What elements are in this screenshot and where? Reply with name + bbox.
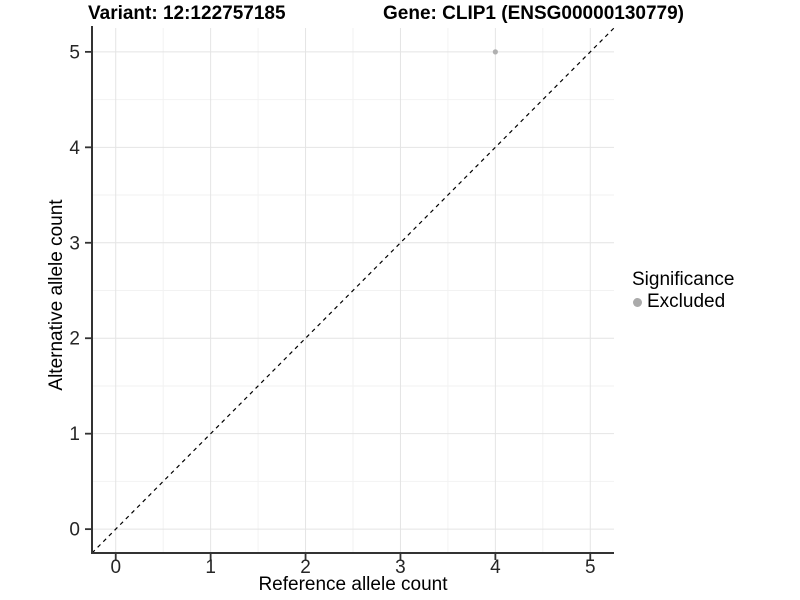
y-tick-label: 2 — [69, 329, 80, 350]
x-tick-label: 5 — [585, 557, 596, 578]
legend-item-label: Excluded — [647, 291, 726, 312]
plot-title-gene: Gene: CLIP1 (ENSG00000130779) — [383, 3, 684, 24]
y-tick-label: 0 — [69, 520, 80, 541]
data-point — [492, 49, 498, 55]
identity-reference-line — [91, 27, 615, 554]
x-axis-title: Reference allele count — [258, 574, 448, 595]
x-tick-label: 1 — [205, 557, 216, 578]
y-axis-title: Alternative allele count — [46, 199, 67, 391]
plot-title-variant: Variant: 12:122757185 — [88, 3, 286, 24]
legend-title: Significance — [632, 269, 735, 290]
legend-item-excluded: Excluded — [632, 291, 734, 313]
x-tick-label: 2 — [300, 557, 311, 578]
legend: Significance Excluded — [632, 268, 734, 313]
x-tick-label: 0 — [110, 557, 121, 578]
x-tick-label: 4 — [490, 557, 501, 578]
y-tick-label: 3 — [69, 233, 80, 254]
excluded-dot-icon — [633, 297, 642, 307]
y-tick-label: 1 — [69, 424, 80, 445]
y-tick-label: 5 — [69, 42, 80, 63]
y-tick-label: 4 — [69, 138, 80, 159]
x-tick-label: 3 — [395, 557, 406, 578]
